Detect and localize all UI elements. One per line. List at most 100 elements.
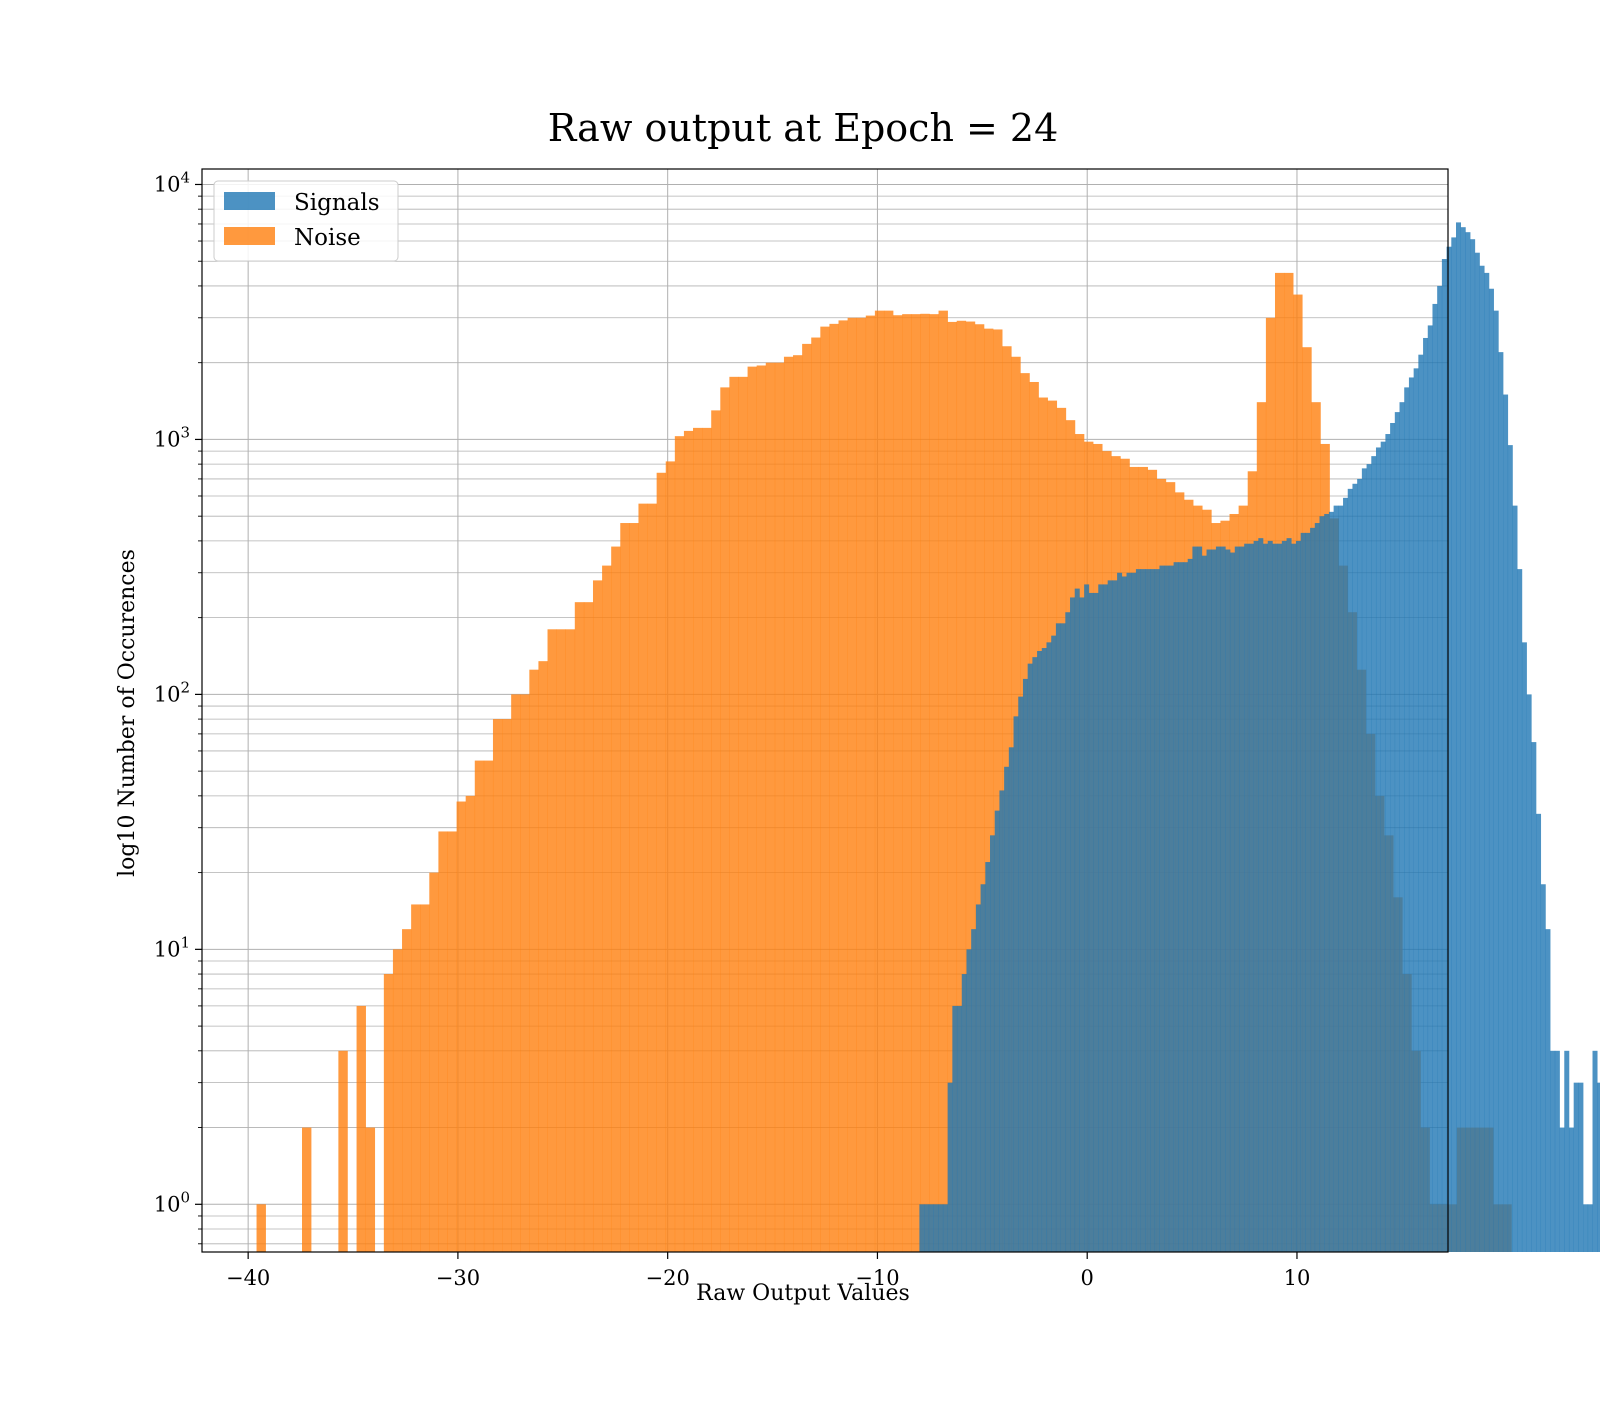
signals-bar: [1484, 272, 1490, 1253]
signals-bar: [1225, 549, 1231, 1252]
signals-bar: [1347, 488, 1353, 1252]
legend-label-noise: Noise: [294, 225, 361, 251]
x-tick-label: −10: [855, 1266, 899, 1290]
noise-bar: [456, 801, 466, 1252]
chart-title: Raw output at Epoch = 24: [548, 106, 1059, 150]
noise-bar: [693, 427, 703, 1252]
noise-bar: [638, 503, 648, 1252]
noise-bar: [429, 872, 439, 1252]
signals-bar: [1380, 441, 1386, 1252]
noise-bar: [974, 324, 985, 1253]
signals-bar: [1154, 569, 1160, 1252]
x-tick-label: 0: [1081, 1266, 1094, 1290]
noise-bar: [802, 343, 812, 1253]
noise-bar: [447, 831, 457, 1252]
noise-bar: [411, 904, 421, 1252]
noise-bar: [774, 362, 785, 1252]
signals-bar: [1131, 572, 1137, 1252]
signals-bar: [1314, 523, 1320, 1252]
noise-bar: [765, 362, 776, 1252]
signals-bar: [1470, 239, 1476, 1252]
signals-bar: [1493, 310, 1499, 1252]
noise-bar: [665, 461, 676, 1252]
noise-bar: [838, 320, 848, 1252]
signals-bar: [1498, 352, 1504, 1252]
signals-bar: [1168, 565, 1174, 1252]
signals-bar: [1286, 538, 1292, 1252]
signals-bar: [1074, 588, 1080, 1252]
signals-bar: [1319, 516, 1325, 1252]
noise-bar: [302, 1127, 312, 1252]
signals-bar: [1564, 1050, 1570, 1252]
signals-bar: [1427, 325, 1433, 1253]
noise-bar: [874, 310, 885, 1252]
signals-bar: [1545, 929, 1551, 1252]
signals-bar: [1568, 1127, 1574, 1252]
legend-swatch-noise: [224, 227, 275, 245]
signals-bar: [1277, 543, 1283, 1252]
signals-bar: [1248, 543, 1254, 1252]
signals-bar: [1517, 569, 1523, 1252]
signals-bar: [1135, 569, 1141, 1252]
signals-bar: [1272, 543, 1278, 1252]
noise-bar: [720, 387, 730, 1253]
signals-bar: [1239, 546, 1245, 1252]
signals-bar: [1333, 505, 1339, 1253]
signals-bar: [1093, 592, 1099, 1252]
signals-bar: [1220, 546, 1226, 1252]
signals-bar: [1418, 354, 1424, 1252]
signals-bar: [1088, 592, 1094, 1252]
signals-bar: [1150, 569, 1156, 1252]
signals-bar: [1300, 532, 1306, 1252]
noise-bar: [356, 1005, 366, 1252]
signals-bar: [1192, 546, 1198, 1252]
noise-bar: [529, 669, 539, 1252]
x-tick-label: −40: [226, 1266, 270, 1290]
noise-bar: [592, 580, 603, 1252]
signals-bar: [952, 1005, 958, 1252]
signals-bar: [975, 904, 981, 1252]
x-tick-label: −20: [646, 1266, 690, 1290]
y-axis-label: log10 Number of Occurences: [115, 549, 140, 877]
signals-bar: [1324, 513, 1330, 1252]
noise-bar: [629, 523, 639, 1252]
noise-bar: [756, 365, 767, 1252]
y-tick-label: 103: [154, 423, 190, 451]
signals-bar: [1117, 572, 1123, 1252]
signals-bar: [1112, 580, 1118, 1252]
signals-bar: [1550, 1050, 1556, 1252]
noise-bar: [474, 760, 485, 1252]
signals-bar: [1310, 527, 1316, 1252]
noise-bar: [847, 317, 857, 1252]
signals-bar: [1352, 483, 1358, 1252]
signals-bar: [1126, 572, 1132, 1252]
signals-bar: [1079, 597, 1085, 1252]
noise-bar: [492, 719, 503, 1252]
signals-bar: [1051, 635, 1057, 1252]
signals-bar: [1267, 540, 1273, 1252]
noise-bar: [893, 315, 903, 1252]
noise-bar: [793, 355, 803, 1252]
signals-bar: [1587, 1204, 1593, 1252]
noise-bar: [383, 974, 394, 1252]
signals-bar: [1230, 552, 1236, 1252]
signals-bar: [1531, 742, 1537, 1252]
x-axis-ticks: −40 −30 −20 −10 0 10: [226, 1252, 1310, 1290]
signals-bar: [1413, 368, 1419, 1253]
noise-bar: [683, 430, 694, 1252]
noise-bar: [911, 314, 921, 1253]
noise-bar: [420, 904, 430, 1252]
noise-bar: [829, 323, 839, 1252]
signals-bar: [1107, 580, 1113, 1252]
signals-bar: [1041, 648, 1047, 1252]
signals-bar: [1140, 569, 1146, 1252]
signals-bar: [1098, 584, 1104, 1252]
signals-bar: [1451, 237, 1457, 1253]
signals-bar: [1182, 562, 1188, 1252]
signals-bar: [1512, 505, 1518, 1253]
signals-bar: [1583, 1204, 1589, 1252]
signals-bar: [1474, 252, 1480, 1252]
signals-bar: [1013, 716, 1019, 1252]
signals-bar: [985, 862, 991, 1252]
